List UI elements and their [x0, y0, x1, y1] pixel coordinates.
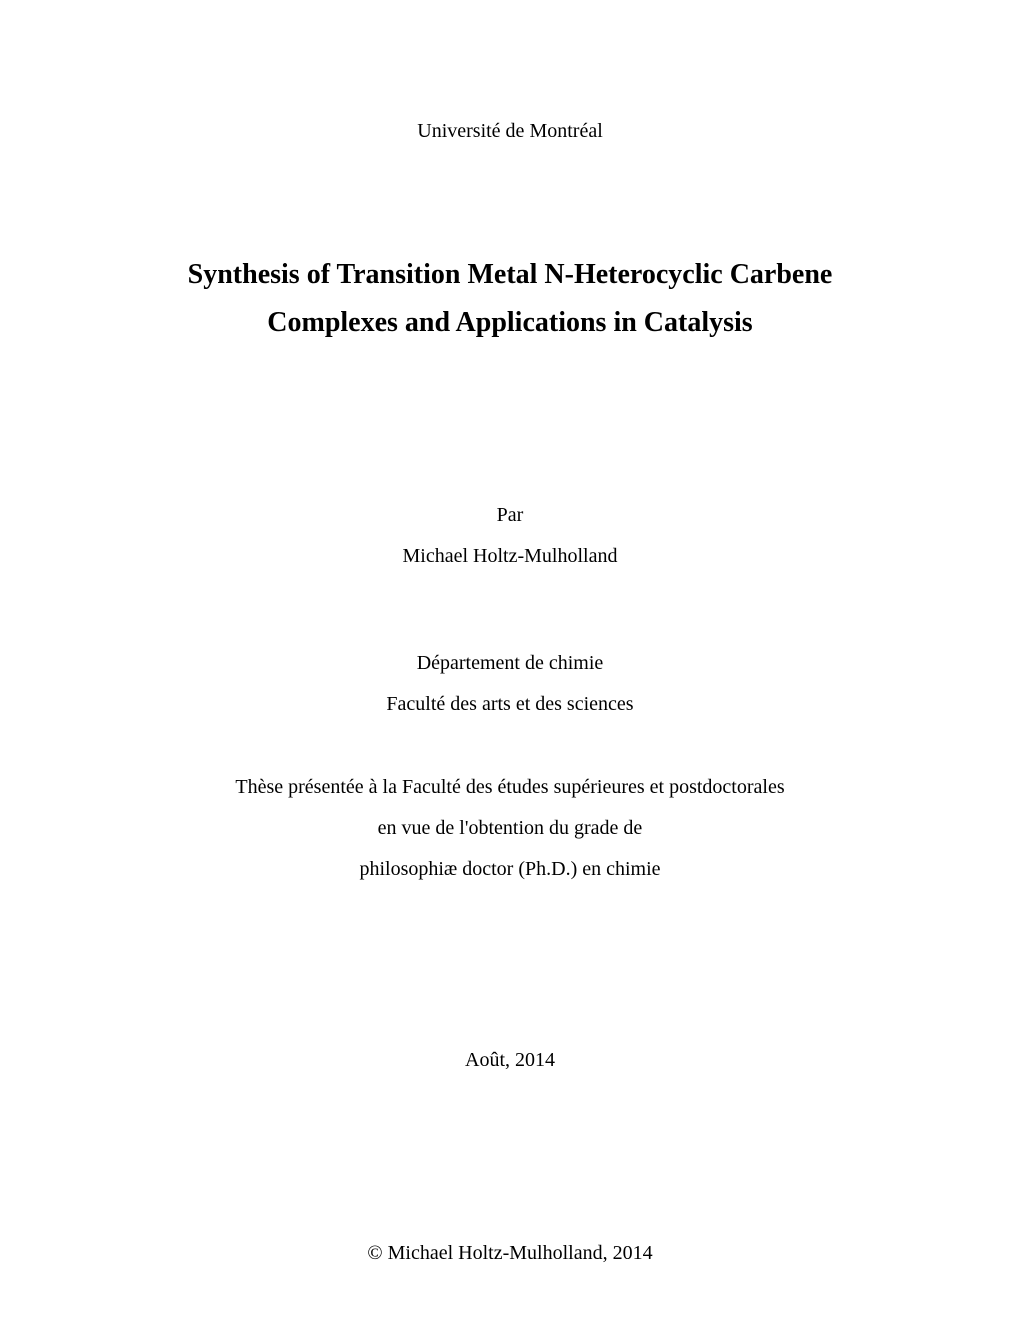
- title-line-1: Synthesis of Transition Metal N-Heterocy…: [188, 259, 833, 290]
- thesis-description-line-3: philosophiæ doctor (Ph.D.) en chimie: [359, 858, 660, 881]
- author-name: Michael Holtz-Mulholland: [403, 545, 618, 568]
- faculty-name: Faculté des arts et des sciences: [386, 693, 633, 716]
- by-label: Par: [497, 504, 524, 527]
- thesis-title: Synthesis of Transition Metal N-Heterocy…: [188, 251, 833, 346]
- thesis-description-line-1: Thèse présentée à la Faculté des études …: [235, 776, 784, 799]
- submission-date: Août, 2014: [465, 1049, 555, 1072]
- thesis-description-line-2: en vue de l'obtention du grade de: [378, 817, 643, 840]
- title-line-2: Complexes and Applications in Catalysis: [267, 307, 752, 338]
- copyright-notice: © Michael Holtz-Mulholland, 2014: [367, 1242, 652, 1265]
- department-name: Département de chimie: [417, 652, 604, 675]
- university-name: Université de Montréal: [417, 120, 603, 143]
